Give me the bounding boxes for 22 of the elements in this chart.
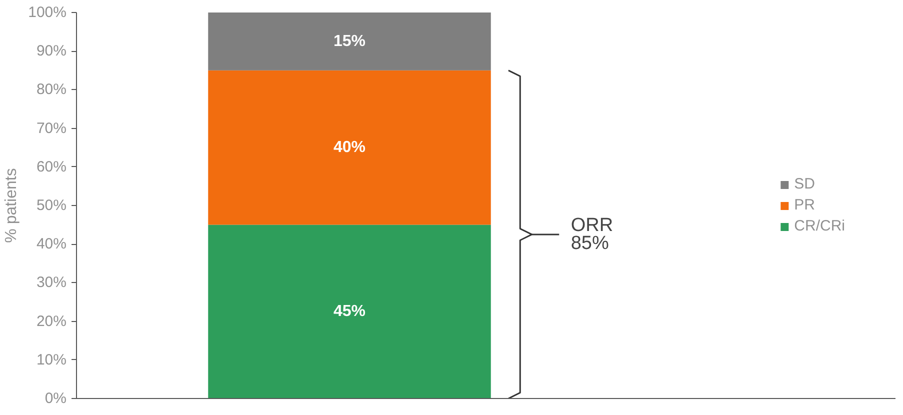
y-tick-label: 80% bbox=[36, 81, 67, 98]
y-axis-title: % patients bbox=[3, 168, 20, 243]
y-tick-label: 10% bbox=[36, 351, 67, 368]
y-tick-label: 60% bbox=[36, 158, 67, 176]
y-tick-label: 50% bbox=[36, 197, 67, 214]
bar bbox=[208, 224, 491, 398]
y-tick-label: 40% bbox=[36, 236, 67, 253]
y-tick-label: 30% bbox=[36, 274, 67, 292]
y-tick-label: 100% bbox=[28, 4, 67, 21]
legend-label: CR/CRi bbox=[794, 218, 845, 234]
bar bbox=[208, 70, 491, 225]
text: ORR 85% bbox=[570, 214, 614, 254]
data-label: 45% bbox=[333, 303, 366, 320]
y-tick-label: 90% bbox=[36, 42, 67, 60]
data-label: 40% bbox=[333, 139, 366, 156]
y-tick-label: 0% bbox=[44, 390, 67, 407]
legend-label: PR bbox=[794, 196, 815, 214]
data-label: 15% bbox=[333, 32, 366, 50]
y-tick-label: 20% bbox=[36, 312, 67, 330]
y-tick-label: 70% bbox=[36, 120, 67, 137]
bar bbox=[208, 12, 491, 70]
legend-label: SD bbox=[794, 176, 815, 192]
